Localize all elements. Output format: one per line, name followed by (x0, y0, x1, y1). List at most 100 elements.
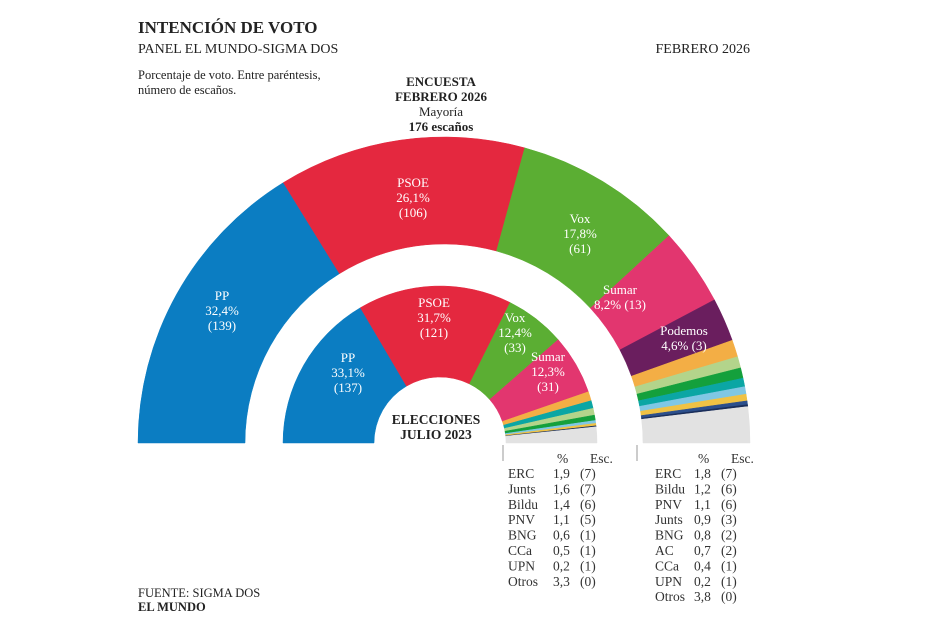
table-cell-seats: (1) (580, 543, 596, 558)
table-cell-name: Bildu (508, 497, 538, 512)
brand-label: EL MUNDO (138, 600, 206, 614)
election-label-1: ELECCIONES (392, 412, 481, 427)
outer-pct-pp: 32,4% (205, 303, 239, 318)
note-line-1: Porcentaje de voto. Entre paréntesis, (138, 68, 321, 82)
outer-label-psoe: PSOE (397, 175, 429, 190)
table-cell-pct: 0,9 (694, 512, 711, 527)
table-cell-seats: (7) (721, 466, 737, 481)
inner-labels: PP 33,1% (137) PSOE 31,7% (121) Vox 12,4… (331, 295, 565, 395)
table-cell-name: PNV (655, 497, 682, 512)
table-cell-pct: 1,1 (553, 512, 570, 527)
outer-label-vox: Vox (570, 211, 591, 226)
table-cell-seats: (6) (721, 497, 737, 512)
table-cell-pct: 1,1 (694, 497, 711, 512)
table-header-seats: Esc. (590, 451, 613, 466)
table-cell-seats: (1) (721, 558, 737, 573)
table-cell-name: Otros (655, 589, 685, 604)
table-cell-name: Junts (508, 481, 536, 496)
majority-seats: 176 escaños (409, 119, 474, 134)
chart-subtitle: PANEL EL MUNDO-SIGMA DOS (138, 42, 338, 57)
survey-segment-pp (137, 182, 340, 444)
table-cell-pct: 1,2 (694, 481, 711, 496)
outer-pct-podemos: 4,6% (3) (661, 338, 707, 353)
table-header-seats: Esc. (731, 451, 754, 466)
note-line-2: número de escaños. (138, 83, 236, 97)
table-cell-seats: (5) (580, 512, 596, 527)
inner-pct-pp: 33,1% (331, 365, 365, 380)
outer-label-sumar: Sumar (603, 282, 638, 297)
table-cell-name: ERC (655, 466, 681, 481)
inner-seats-pp: (137) (334, 380, 362, 395)
table-cell-seats: (1) (721, 574, 737, 589)
inner-pct-sumar: 12,3% (531, 364, 565, 379)
table-cell-pct: 0,2 (694, 574, 711, 589)
table-cell-seats: (7) (580, 481, 596, 496)
survey-minor-parties-table: % Esc. ERC 1,8 (7) Bildu 1,2 (6) PNV 1,1 (6) Junts 0… (655, 451, 754, 604)
table-cell-seats: (3) (721, 512, 737, 527)
outer-pct-vox: 17,8% (563, 226, 597, 241)
source-label: FUENTE: SIGMA DOS (138, 586, 260, 600)
outer-label-podemos: Podemos (660, 323, 708, 338)
table-cell-name: AC (655, 543, 674, 558)
inner-seats-vox: (33) (504, 340, 526, 355)
table-cell-seats: (1) (580, 558, 596, 573)
table-cell-pct: 3,8 (694, 589, 711, 604)
table-cell-pct: 0,2 (553, 558, 570, 573)
table-cell-name: UPN (508, 558, 535, 573)
table-cell-name: ERC (508, 466, 534, 481)
survey-segment-psoe (282, 136, 526, 274)
table-cell-pct: 0,8 (694, 528, 711, 543)
table-cell-seats: (0) (721, 589, 737, 604)
outer-pct-psoe: 26,1% (396, 190, 430, 205)
table-cell-name: BNG (655, 528, 684, 543)
inner-label-sumar: Sumar (531, 349, 566, 364)
outer-seats-pp: (139) (208, 318, 236, 333)
table-cell-name: Junts (655, 512, 683, 527)
survey-label-1: ENCUESTA (406, 74, 476, 89)
table-cell-pct: 1,4 (553, 497, 570, 512)
table-cell-seats: (6) (580, 497, 596, 512)
inner-pct-vox: 12,4% (498, 325, 532, 340)
table-cell-name: UPN (655, 574, 682, 589)
chart-title: INTENCIÓN DE VOTO (138, 18, 317, 37)
table-cell-pct: 0,5 (553, 543, 570, 558)
inner-seats-psoe: (121) (420, 325, 448, 340)
survey-label-2: FEBRERO 2026 (395, 89, 488, 104)
chart-date: FEBRERO 2026 (655, 42, 750, 57)
table-cell-seats: (1) (580, 528, 596, 543)
survey-segment-otros (641, 406, 751, 444)
table-cell-seats: (2) (721, 528, 737, 543)
table-cell-seats: (7) (580, 466, 596, 481)
inner-label-pp: PP (341, 350, 355, 365)
table-cell-name: Otros (508, 574, 538, 589)
table-cell-pct: 0,6 (553, 528, 570, 543)
outer-label-pp: PP (215, 288, 229, 303)
table-cell-name: BNG (508, 528, 537, 543)
outer-pct-sumar: 8,2% (13) (594, 297, 646, 312)
table-cell-name: CCa (508, 543, 532, 558)
inner-seats-sumar: (31) (537, 379, 559, 394)
table-cell-pct: 0,4 (694, 558, 711, 573)
table-header-pct: % (557, 451, 568, 466)
table-cell-name: CCa (655, 558, 679, 573)
election-segment-otros (505, 426, 598, 444)
inner-label-psoe: PSOE (418, 295, 450, 310)
table-cell-pct: 1,6 (553, 481, 570, 496)
election-segment-pp (282, 307, 407, 444)
table-cell-seats: (2) (721, 543, 737, 558)
table-cell-pct: 3,3 (553, 574, 570, 589)
table-cell-seats: (6) (721, 481, 737, 496)
election-segment-psoe (360, 285, 511, 387)
table-cell-pct: 1,9 (553, 466, 570, 481)
inner-label-vox: Vox (505, 310, 526, 325)
outer-seats-psoe: (106) (399, 205, 427, 220)
table-cell-seats: (0) (580, 574, 596, 589)
table-cell-pct: 0,7 (694, 543, 711, 558)
election-minor-parties-table: % Esc. ERC 1,9 (7) Junts 1,6 (7) Bildu 1,4 (6) PNV 1… (508, 451, 613, 589)
table-cell-name: PNV (508, 512, 535, 527)
outer-labels: PP 32,4% (139) PSOE 26,1% (106) Vox 17,8… (205, 175, 708, 353)
outer-seats-vox: (61) (569, 241, 591, 256)
election-label-2: JULIO 2023 (400, 427, 472, 442)
table-header-pct: % (698, 451, 709, 466)
